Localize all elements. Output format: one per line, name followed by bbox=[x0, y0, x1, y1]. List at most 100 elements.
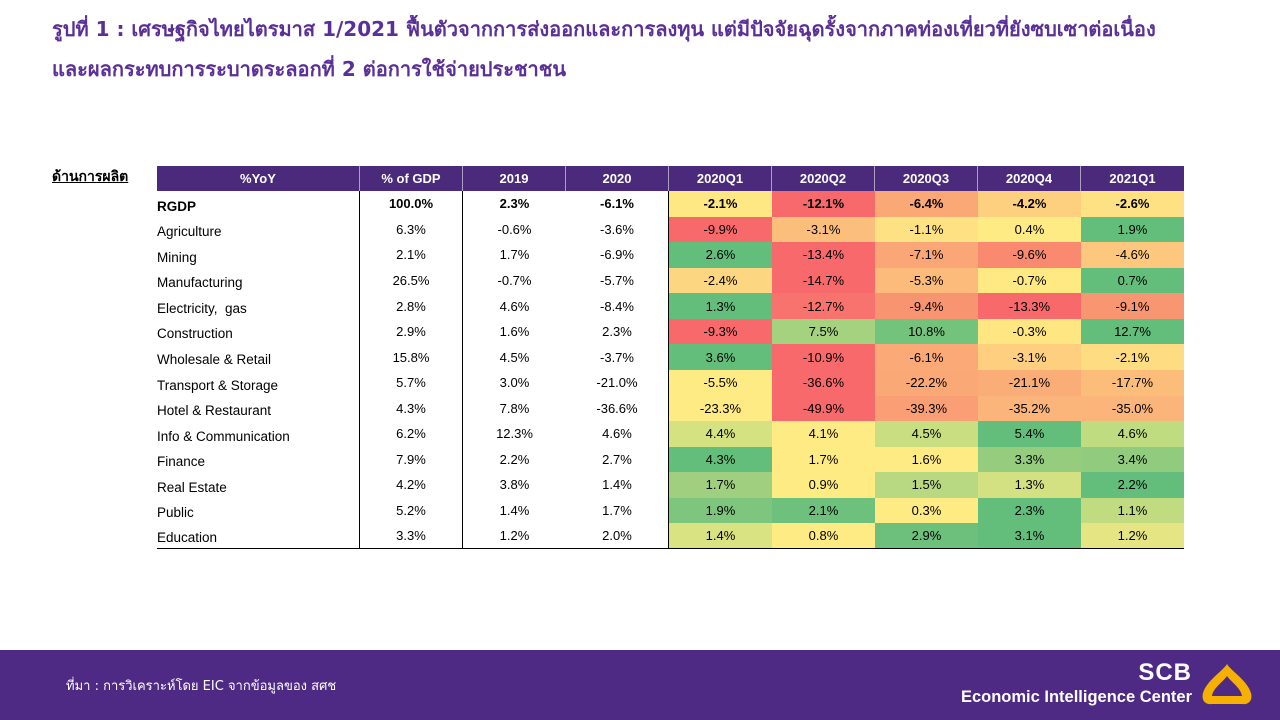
table-cell: -3.7% bbox=[566, 344, 669, 370]
table-cell: -3.6% bbox=[566, 216, 669, 243]
heatmap-cell: -5.5% bbox=[669, 369, 772, 396]
heatmap-cell: -12.7% bbox=[772, 293, 875, 319]
column-header: 2019 bbox=[463, 166, 566, 191]
heatmap-cell: -6.4% bbox=[875, 191, 978, 217]
table-cell: 3.0% bbox=[499, 375, 530, 391]
heatmap-cell: -17.7% bbox=[1081, 369, 1184, 396]
table-cell: 7.9% bbox=[360, 446, 463, 473]
heatmap-cell: 12.7% bbox=[1081, 318, 1184, 345]
column-header: 2021Q1 bbox=[1081, 166, 1184, 191]
heatmap-cell: -9.3% bbox=[669, 318, 772, 345]
table-cell: 2.7% bbox=[566, 446, 669, 473]
heatmap-cell: 1.4% bbox=[669, 523, 772, 549]
heatmap-cell: 0.4% bbox=[978, 216, 1081, 243]
table-cell: 15.8% bbox=[360, 344, 463, 370]
table-cell: -0.7% bbox=[497, 272, 532, 288]
heatmap-cell: 1.3% bbox=[978, 472, 1081, 498]
heatmap-cell: 1.7% bbox=[669, 472, 772, 498]
heatmap-cell: 0.3% bbox=[875, 497, 978, 524]
heatmap-cell: -9.9% bbox=[669, 216, 772, 243]
table-cell: 2.9% bbox=[360, 318, 463, 345]
heatmap-cell: -6.1% bbox=[875, 344, 978, 370]
heatmap-cell: -3.1% bbox=[978, 344, 1081, 370]
row-label: Real Estate bbox=[157, 472, 360, 498]
row-label: Transport & Storage bbox=[157, 369, 360, 396]
heatmap-cell: 1.6% bbox=[875, 446, 978, 473]
heatmap-cell: -7.1% bbox=[875, 242, 978, 268]
heatmap-cell: -2.4% bbox=[669, 267, 772, 294]
table-cell: 3.8% bbox=[499, 477, 530, 493]
table-cell: 4.6% bbox=[499, 298, 530, 314]
row-label: Construction bbox=[157, 318, 360, 345]
table-cell: 2.8% bbox=[360, 293, 463, 319]
heatmap-cell: -2.1% bbox=[1081, 344, 1184, 370]
heatmap-cell: -39.3% bbox=[875, 395, 978, 422]
heatmap-cell: -5.3% bbox=[875, 267, 978, 294]
table-cell: 1.4% bbox=[566, 472, 669, 498]
heatmap-cell: -35.0% bbox=[1081, 395, 1184, 422]
heatmap-cell: 2.9% bbox=[875, 523, 978, 549]
heatmap-cell: 4.5% bbox=[875, 421, 978, 447]
table-cell: 2.3% bbox=[499, 196, 530, 212]
table-cell: 3.3% bbox=[360, 523, 463, 549]
row-label: Finance bbox=[157, 446, 360, 473]
heatmap-cell: -22.2% bbox=[875, 369, 978, 396]
table-cell: 1.7% bbox=[499, 247, 530, 263]
heatmap-cell: 3.3% bbox=[978, 446, 1081, 473]
heatmap-cell: 1.5% bbox=[875, 472, 978, 498]
table-cell: 1.7% bbox=[566, 497, 669, 524]
heatmap-cell: -9.1% bbox=[1081, 293, 1184, 319]
heatmap-cell: -9.4% bbox=[875, 293, 978, 319]
column-header: 2020Q3 bbox=[875, 166, 978, 191]
row-label: Wholesale & Retail bbox=[157, 344, 360, 370]
heatmap-cell: 1.2% bbox=[1081, 523, 1184, 549]
heatmap-cell: 3.6% bbox=[669, 344, 772, 370]
heatmap-cell: -9.6% bbox=[978, 242, 1081, 268]
table-cell: 5.2% bbox=[360, 497, 463, 524]
table-cell: 2.3% bbox=[566, 318, 669, 345]
heatmap-cell: 3.4% bbox=[1081, 446, 1184, 473]
heatmap-cell: -23.3% bbox=[669, 395, 772, 422]
table-cell: 1.2% bbox=[463, 523, 566, 549]
heatmap-cell: 4.3% bbox=[669, 446, 772, 473]
heatmap-cell: -4.2% bbox=[978, 191, 1081, 217]
heatmap-cell: 10.8% bbox=[875, 318, 978, 345]
column-header: 2020Q2 bbox=[772, 166, 875, 191]
heatmap-cell: -49.9% bbox=[772, 395, 875, 422]
heatmap-cell: -2.6% bbox=[1081, 191, 1184, 217]
brand-name: SCB bbox=[1138, 659, 1192, 686]
table-cell: 4.6% bbox=[566, 421, 669, 447]
table-cell: 26.5% bbox=[360, 267, 463, 294]
table-cell: 100.0% bbox=[360, 191, 463, 217]
column-header: % of GDP bbox=[360, 166, 463, 191]
heatmap-cell: 1.3% bbox=[669, 293, 772, 319]
row-label: Manufacturing bbox=[157, 267, 360, 294]
heatmap-cell: 1.9% bbox=[1081, 216, 1184, 243]
page-title: รูปที่ 1 : เศรษฐกิจไทยไตรมาส 1/2021 ฟื้น… bbox=[52, 17, 1156, 41]
heatmap-cell: 0.8% bbox=[772, 523, 875, 549]
brand-subtitle: Economic Intelligence Center bbox=[960, 688, 1192, 706]
heatmap-cell: 1.9% bbox=[669, 497, 772, 524]
heatmap-cell: 2.3% bbox=[978, 497, 1081, 524]
column-header: 2020Q1 bbox=[669, 166, 772, 191]
row-label: Education bbox=[157, 523, 360, 549]
table-cell: 6.2% bbox=[360, 421, 463, 447]
heatmap-cell: -12.1% bbox=[772, 191, 875, 217]
table-cell: -5.7% bbox=[566, 267, 669, 294]
heatmap-cell: -35.2% bbox=[978, 395, 1081, 422]
heatmap-cell: 4.6% bbox=[1081, 421, 1184, 447]
heatmap-cell: -10.9% bbox=[772, 344, 875, 370]
column-header: %YoY bbox=[157, 166, 360, 191]
heatmap-cell: 7.5% bbox=[772, 318, 875, 345]
table-cell: 2.2% bbox=[499, 451, 530, 467]
row-label: Info & Communication bbox=[157, 421, 360, 447]
brand-block: SCB Economic Intelligence Center bbox=[900, 660, 1192, 708]
heatmap-cell: 2.1% bbox=[772, 497, 875, 524]
table-cell: -0.6% bbox=[497, 221, 532, 237]
table-cell: 1.6% bbox=[499, 324, 530, 340]
heatmap-cell: -14.7% bbox=[772, 267, 875, 294]
table-cell: -36.6% bbox=[566, 395, 669, 422]
heatmap-cell: -21.1% bbox=[978, 369, 1081, 396]
table-cell: 7.8% bbox=[499, 400, 530, 416]
